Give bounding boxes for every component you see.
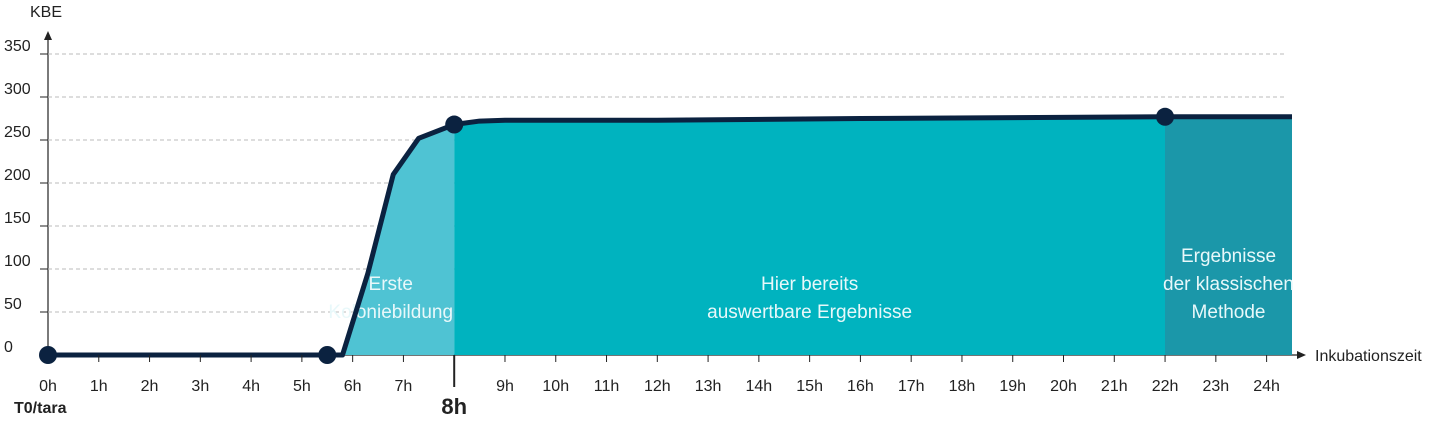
x-tick-label: 7h <box>395 378 413 395</box>
region-area <box>327 124 455 355</box>
y-tick-label: 300 <box>4 81 31 98</box>
x-sublabel: T0/tara <box>14 400 67 417</box>
x-tick-label: 21h <box>1101 378 1128 395</box>
y-tick-label: 150 <box>4 210 31 227</box>
region-label: auswertbare Ergebnisse <box>707 302 912 323</box>
x-tick-label: 10h <box>542 378 569 395</box>
y-tick-label: 200 <box>4 167 31 184</box>
y-axis-label: KBE <box>30 4 62 21</box>
x-tick-label: 4h <box>242 378 260 395</box>
x-tick-label: 16h <box>847 378 874 395</box>
region-label: der klassischen <box>1163 274 1294 295</box>
x-tick-label: 15h <box>796 378 823 395</box>
highlight-marker <box>1156 107 1175 126</box>
x-axis-arrow <box>1297 351 1306 359</box>
x-tick-label: 18h <box>949 378 976 395</box>
y-axis-arrow <box>44 31 52 40</box>
y-tick-label: 350 <box>4 38 31 55</box>
y-tick-label: 0 <box>4 339 13 356</box>
region-label: Koloniebildung <box>328 302 453 323</box>
x-tick-label: 24h <box>1253 378 1280 395</box>
x-tick-label: 1h <box>90 378 108 395</box>
x-tick-label: 0h <box>39 378 57 395</box>
x-axis-label: Inkubationszeit <box>1315 348 1422 365</box>
region-label: Ergebnisse <box>1181 246 1276 267</box>
highlight-marker <box>445 115 464 134</box>
x-tick-label: 9h <box>496 378 514 395</box>
x-tick-label: 5h <box>293 378 311 395</box>
x-tick-label: 17h <box>898 378 925 395</box>
x-tick-label: 23h <box>1202 378 1229 395</box>
x-tick-label: 11h <box>594 378 620 395</box>
region-label: Hier bereits <box>761 274 858 295</box>
region-area <box>1165 116 1292 355</box>
highlight-marker <box>318 346 337 364</box>
x-tick-label: 22h <box>1152 378 1179 395</box>
region-area <box>454 116 1166 355</box>
region-label: Erste <box>369 274 413 295</box>
x-tick-label: 14h <box>746 378 773 395</box>
region-label: Methode <box>1192 302 1266 323</box>
x-tick-label: 3h <box>191 378 209 395</box>
y-tick-label: 100 <box>4 253 31 270</box>
x-tick-label: 2h <box>141 378 159 395</box>
x-tick-label-emphasized: 8h <box>441 394 467 419</box>
y-tick-label: 50 <box>4 296 22 313</box>
x-tick-label: 12h <box>644 378 671 395</box>
x-tick-label: 13h <box>695 378 722 395</box>
y-tick-label: 250 <box>4 124 31 141</box>
x-tick-label: 6h <box>344 378 362 395</box>
highlight-marker <box>39 346 57 364</box>
x-tick-label: 19h <box>999 378 1026 395</box>
x-tick-label: 20h <box>1050 378 1077 395</box>
